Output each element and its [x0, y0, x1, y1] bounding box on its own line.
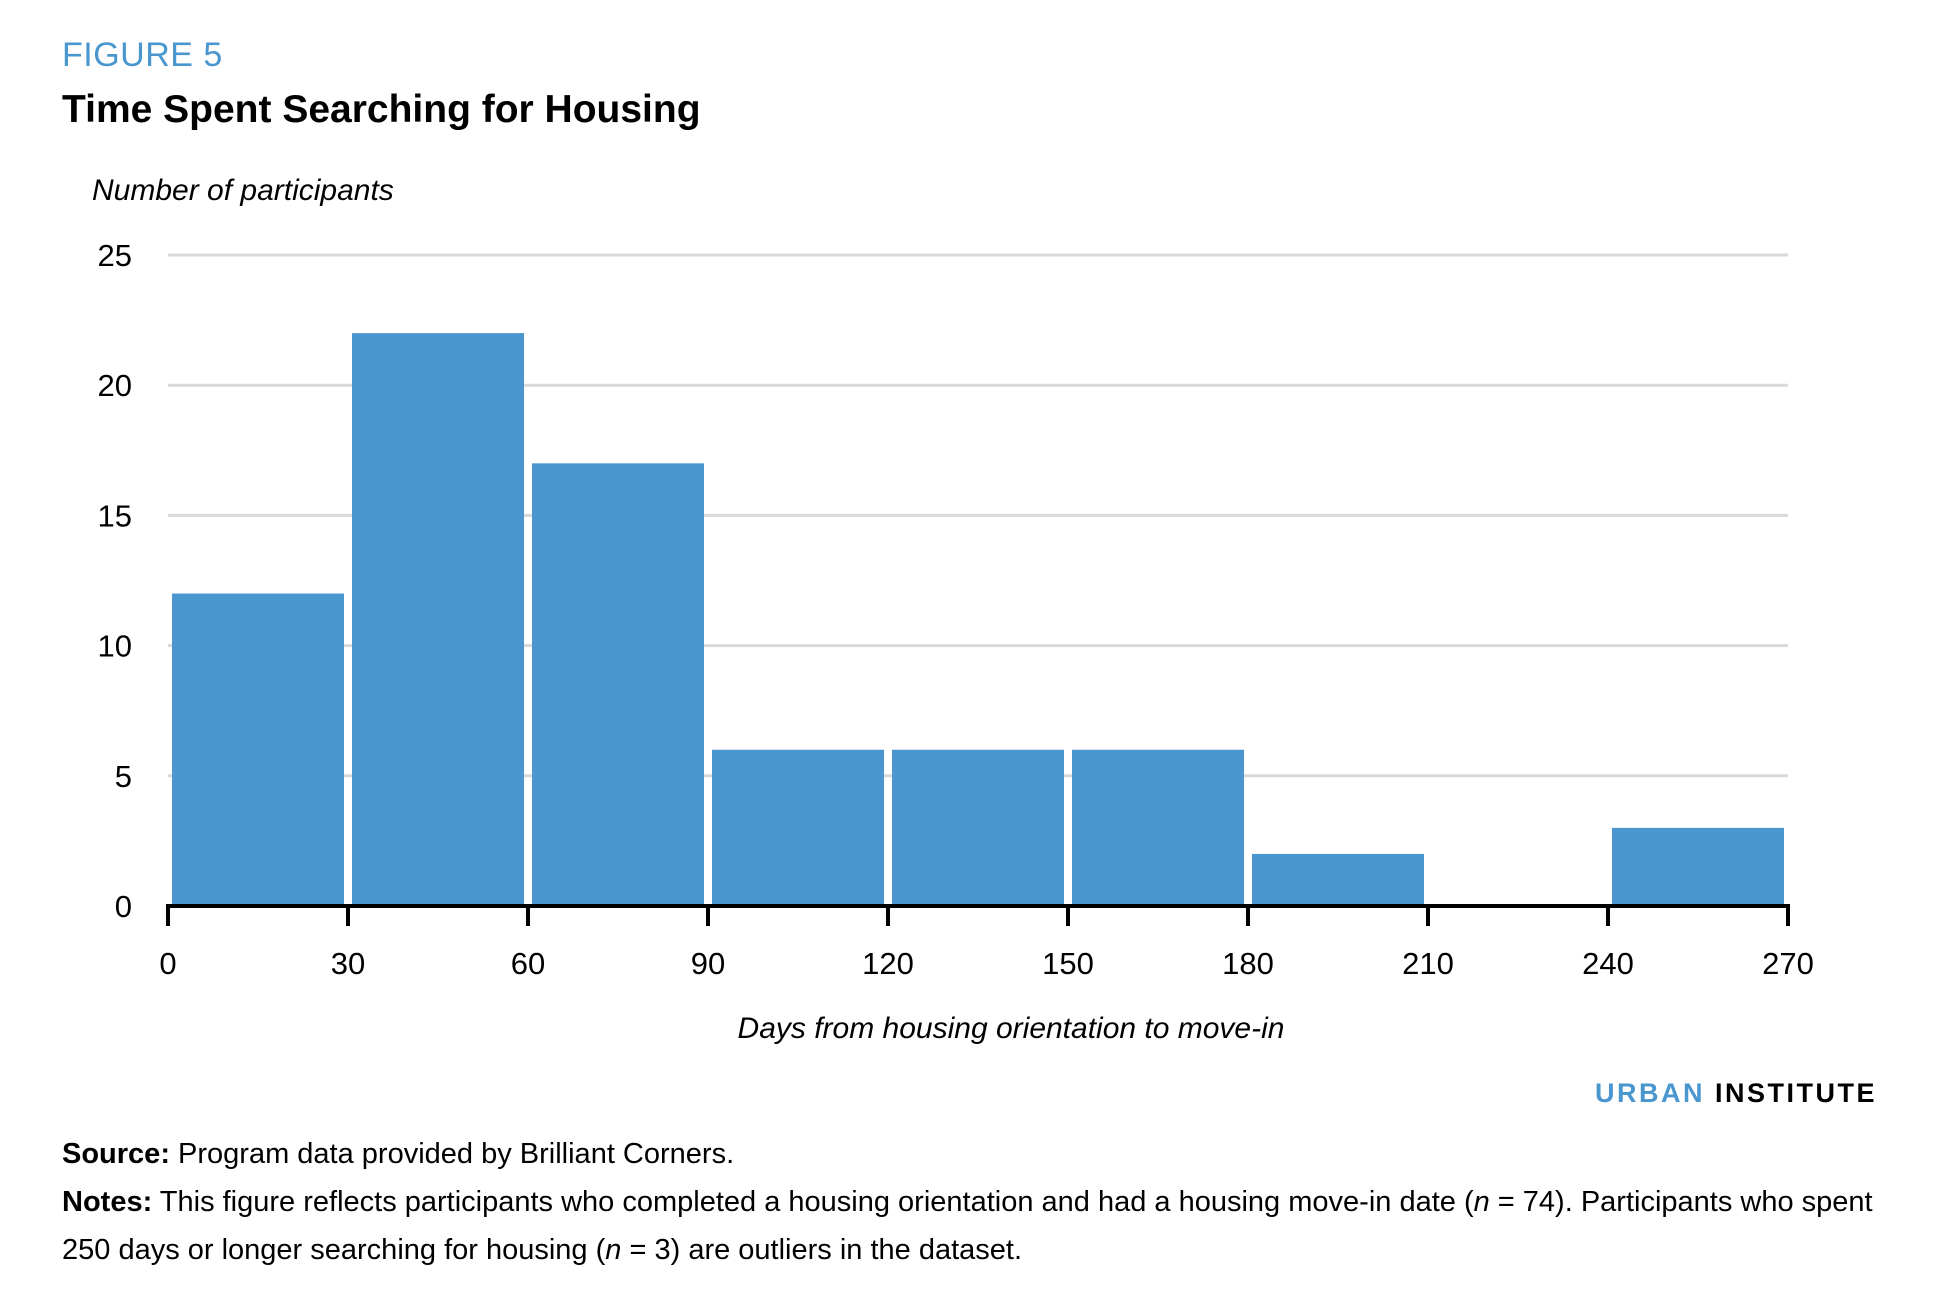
y-tick-label-25: 25: [98, 238, 132, 273]
bar-150-180: [1072, 749, 1244, 906]
notes-text-3: = 3) are outliers in the dataset.: [621, 1234, 1023, 1266]
x-tick-label-120: 120: [862, 946, 914, 981]
x-tick-label-30: 30: [331, 946, 365, 981]
y-tick-labels: 0 5 10 15 20 25: [98, 238, 132, 924]
brand-institute: INSTITUTE: [1715, 1078, 1877, 1108]
urban-institute-logo: URBAN INSTITUTE: [1595, 1078, 1877, 1109]
y-tick-label-10: 10: [98, 629, 132, 664]
notes-text-1: This figure reflects participants who co…: [159, 1186, 1474, 1218]
notes-label: Notes:: [62, 1186, 153, 1218]
source-label: Source:: [62, 1138, 170, 1170]
histogram-chart: 0 5 10 15 20 25 0 30 60 90 120 150 180 210 240 270 Num…: [92, 174, 1814, 1045]
x-tick-label-240: 240: [1582, 946, 1634, 981]
y-axis-label: Number of participants: [92, 174, 394, 207]
notes-line: Notes: This figure reflects participants…: [62, 1178, 1892, 1274]
bar-120-150: [892, 749, 1064, 906]
x-tick-label-210: 210: [1402, 946, 1454, 981]
source-text: Program data provided by Brilliant Corne…: [178, 1138, 735, 1170]
y-tick-label-20: 20: [98, 368, 132, 403]
bars: [172, 333, 1784, 906]
x-tick-label-60: 60: [511, 946, 545, 981]
x-axis: [166, 904, 1790, 926]
source-line: Source: Program data provided by Brillia…: [62, 1130, 1892, 1178]
y-tick-label-15: 15: [98, 498, 132, 533]
x-axis-label: Days from housing orientation to move-in: [738, 1012, 1285, 1045]
x-tick-label-180: 180: [1222, 946, 1274, 981]
bar-0-30: [172, 593, 344, 906]
brand-urban: URBAN: [1594, 1078, 1705, 1108]
figure-label: FIGURE 5: [62, 36, 223, 74]
x-tick-label-90: 90: [691, 946, 725, 981]
bar-180-210: [1252, 853, 1424, 906]
x-tick-labels: 0 30 60 90 120 150 180 210 240 270: [159, 946, 1813, 981]
bar-240-270: [1612, 827, 1784, 906]
y-tick-label-0: 0: [115, 889, 132, 924]
x-tick-label-270: 270: [1762, 946, 1814, 981]
n-italic-1: n: [1473, 1186, 1490, 1218]
figure-notes: Source: Program data provided by Brillia…: [62, 1130, 1892, 1274]
bar-60-90: [532, 463, 704, 906]
bar-90-120: [712, 749, 884, 906]
bar-30-60: [352, 333, 524, 906]
x-tick-label-0: 0: [159, 946, 176, 981]
notes-text-2: = 74). Participants who spent 250 days o…: [62, 1186, 1873, 1266]
x-tick-label-150: 150: [1042, 946, 1094, 981]
n-italic-2: n: [605, 1234, 622, 1266]
y-tick-label-5: 5: [115, 759, 132, 794]
figure-title: Time Spent Searching for Housing: [62, 88, 701, 131]
